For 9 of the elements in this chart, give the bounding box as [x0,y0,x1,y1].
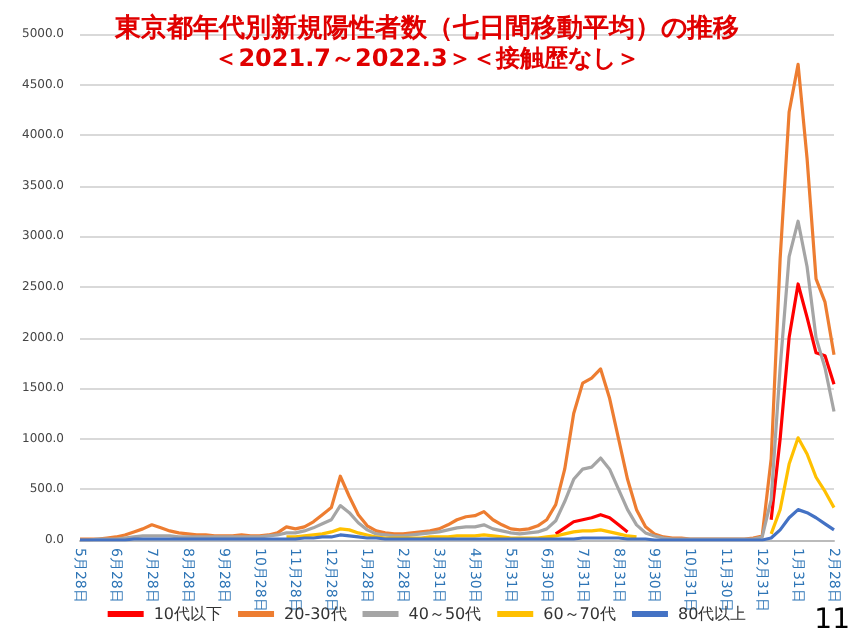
legend-label: 40～50代 [408,605,482,623]
legend-label: 60～70代 [543,605,616,623]
text: 11 [814,604,851,636]
line-series [78,508,836,542]
chart-subtitle: ＜2021.7～2022.3＞＜接触歴なし＞ [214,44,640,72]
chart-title: 東京都年代別新規陽性者数（七日間移動平均）の推移 [113,12,739,44]
legend-label: 20-30代 [284,605,347,623]
legend-label: 10代以下 [153,605,223,623]
legend-label: 80代以上 [677,605,747,623]
